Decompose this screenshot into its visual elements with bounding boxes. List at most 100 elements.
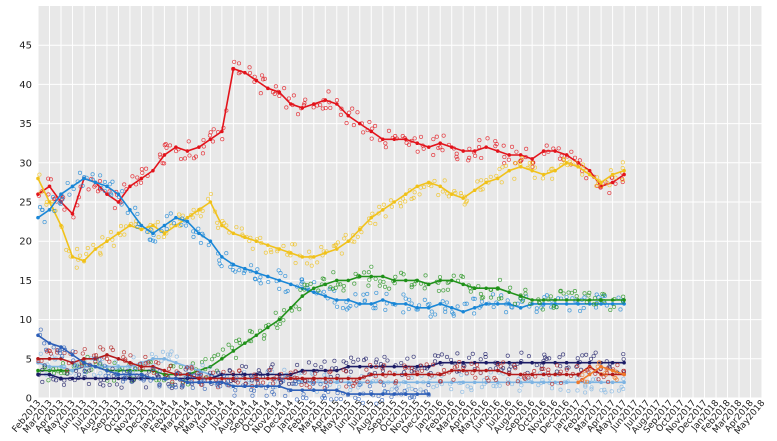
poll-point	[308, 281, 313, 286]
poll-point	[505, 381, 510, 386]
poll-point	[311, 381, 316, 386]
poll-point	[382, 389, 387, 394]
poll-point	[399, 270, 404, 275]
poll-point	[519, 155, 524, 160]
poll-point	[122, 182, 127, 187]
poll-point	[102, 188, 107, 193]
poll-point	[275, 325, 280, 331]
series-line	[37, 177, 625, 313]
poll-point	[422, 184, 427, 189]
poll-point	[360, 400, 365, 405]
poll-point	[216, 385, 221, 390]
poll-point	[302, 370, 307, 375]
poll-point	[412, 136, 417, 141]
poll-point	[70, 349, 75, 354]
poll-point	[255, 377, 260, 383]
poll-point	[573, 160, 578, 165]
poll-point	[575, 388, 580, 393]
poll-point	[148, 378, 153, 383]
poll-point	[236, 61, 242, 66]
poll-point	[344, 121, 349, 126]
poll-point	[302, 101, 307, 106]
poll-point	[60, 354, 65, 359]
poll-point	[163, 142, 168, 147]
poll-point	[332, 300, 337, 305]
poll-point	[98, 382, 103, 387]
poll-point	[212, 354, 217, 359]
poll-point	[431, 137, 436, 142]
poll-point	[281, 379, 286, 384]
poll-point	[467, 355, 472, 360]
poll-point	[599, 183, 604, 189]
poll-point	[581, 306, 586, 311]
poll-point	[235, 380, 240, 385]
poll-point	[272, 385, 278, 390]
poll-point	[499, 180, 504, 185]
poll-point	[455, 157, 460, 162]
poll-point	[582, 368, 587, 374]
poll-point	[322, 359, 327, 364]
poll-point	[72, 363, 77, 368]
poll-point	[206, 243, 211, 248]
poll-point	[179, 222, 184, 227]
poll-point	[582, 291, 587, 296]
poll-point	[615, 363, 620, 368]
poll-point	[143, 354, 148, 360]
poll-point	[561, 352, 566, 357]
poll-point	[256, 368, 261, 373]
poll-point	[522, 376, 528, 381]
poll-point	[409, 196, 414, 202]
poll-point	[431, 362, 436, 367]
poll-point	[149, 352, 154, 357]
poll-point	[157, 384, 162, 389]
poll-point	[341, 359, 346, 364]
poll-point	[424, 362, 429, 367]
poll-point	[122, 232, 127, 237]
poll-point	[532, 368, 537, 374]
poll-point	[409, 285, 414, 290]
poll-point	[99, 185, 104, 190]
poll-point	[384, 291, 389, 296]
poll-point	[431, 385, 436, 390]
poll-point	[281, 243, 286, 249]
poll-point	[594, 292, 599, 297]
poll-point	[191, 373, 197, 378]
poll-point	[541, 366, 546, 371]
poll-point	[284, 105, 289, 110]
poll-point	[253, 277, 258, 282]
poll-point	[462, 202, 467, 207]
poll-point	[120, 379, 126, 384]
poll-point	[119, 385, 124, 390]
poll-point	[130, 174, 135, 179]
poll-point	[208, 130, 213, 135]
poll-point	[186, 139, 191, 144]
poll-point	[323, 379, 328, 385]
poll-point	[621, 352, 626, 357]
poll-point	[501, 143, 506, 148]
poll-point	[243, 364, 249, 369]
poll-point	[516, 376, 521, 381]
poll-point	[313, 371, 318, 376]
poll-point	[335, 304, 340, 309]
poll-point	[488, 295, 494, 300]
poll-point	[232, 393, 237, 398]
poll-point	[558, 288, 563, 293]
poll-point	[388, 198, 394, 203]
poll-point	[557, 355, 562, 360]
poll-point	[422, 297, 427, 302]
poll-point	[262, 333, 267, 338]
poll-point	[594, 183, 599, 189]
poll-point	[387, 286, 392, 291]
poll-point	[501, 360, 506, 365]
poll-point	[432, 178, 437, 184]
poll-point	[187, 153, 192, 158]
poll-point	[221, 221, 227, 226]
poll-point	[110, 348, 115, 353]
poll-point	[451, 273, 456, 278]
poll-point	[470, 351, 475, 356]
poll-point	[312, 280, 317, 285]
poll-point	[477, 138, 482, 143]
poll-point	[125, 210, 130, 215]
poll-point	[97, 179, 102, 184]
poll-point	[48, 177, 53, 182]
